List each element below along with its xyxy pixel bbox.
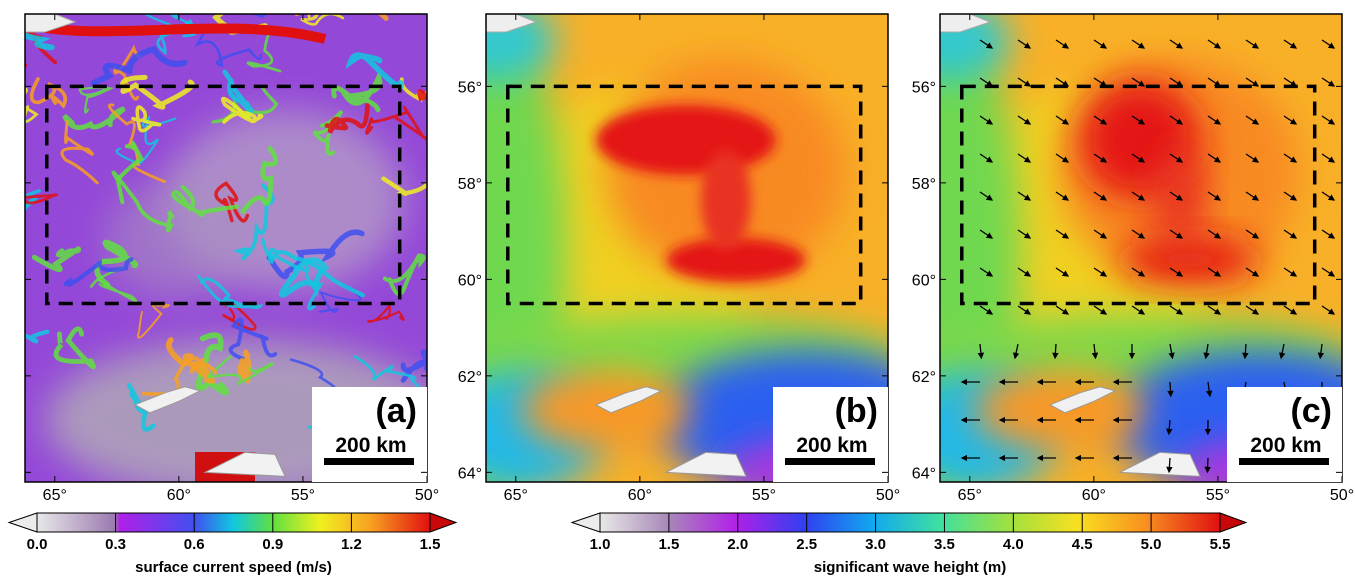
colorbar-tick-label: 3.0 [865,536,886,553]
colorbar-tick-label: 2.0 [727,536,748,553]
colorbar-tick-label: 0.0 [27,536,48,553]
colorbar-tick-label: 0.6 [184,536,205,553]
wave-direction-arrow [1207,458,1208,472]
lon-tick-label: 65° [958,487,982,504]
colorbar-tick-label: 5.0 [1141,536,1162,553]
colorbar-tick-label: 5.5 [1210,536,1231,553]
field-cyan [890,0,1010,80]
lat-tick-label: 64° [458,465,482,482]
lon-tick-label: 50° [415,487,439,504]
lat-tick-label: 64° [912,465,936,482]
map-panel: (b) 200 km 65° 60° 55° 50° 56° 58° 60° 62° 64° [426,0,956,504]
panel-label: (a) [375,392,417,430]
colorbar-extend-low [572,513,600,532]
lon-tick-label: 50° [876,487,900,504]
colorbar-tick-label: 1.2 [341,536,362,553]
scale-bar-label: 200 km [335,434,406,457]
field-red [701,150,751,250]
scale-bar [324,458,414,465]
scale-bar [1239,458,1329,465]
colorbar-tick-label: 1.5 [658,536,679,553]
current-filament [0,31,25,65]
colorbar: 1.0 1.5 2.0 2.5 3.0 3.5 4.0 4.5 5.0 5.5 significan… [572,513,1246,576]
field-red [596,105,776,175]
scale-bar-label: 200 km [1250,434,1321,457]
lon-tick-label: 60° [628,487,652,504]
colorbar-tick-label: 2.5 [796,536,817,553]
colorbar-ramp [600,513,1220,532]
lat-tick-label: 62° [912,369,936,386]
colorbar-tick-label: 3.5 [934,536,955,553]
lon-tick-label: 60° [1082,487,1106,504]
field-red [1155,150,1205,250]
colorbar-tick-label: 4.0 [1003,536,1024,553]
map-panel: (c) 200 km 65° 60° 55° 50° 56° 58° 60° 62° 64° [880,0,1355,504]
panel-label: (b) [835,392,878,430]
lat-tick-label: 58° [912,176,936,193]
lon-tick-label: 60° [167,487,191,504]
colorbar-extend-high [1220,513,1246,532]
current-filament [252,0,295,15]
colorbar-extend-low [9,513,37,532]
lon-tick-label: 50° [1330,487,1354,504]
wave-direction-arrow [1170,382,1171,396]
colorbar-ramp [37,513,430,532]
colorbar-tick-label: 0.9 [262,536,283,553]
scale-bar-label: 200 km [796,434,867,457]
lat-tick-label: 60° [458,272,482,289]
colorbar-title: surface current speed (m/s) [135,559,332,576]
lat-tick-label: 58° [458,176,482,193]
lon-tick-label: 65° [43,487,67,504]
colorbar-title: significant wave height (m) [814,559,1007,576]
colorbar-extend-high [430,513,456,532]
colorbar-tick-label: 1.0 [590,536,611,553]
colorbar-tick-label: 4.5 [1072,536,1093,553]
lat-tick-label: 60° [912,272,936,289]
lat-tick-label: 56° [458,79,482,96]
lat-tick-label: 56° [912,79,936,96]
panel-label: (c) [1290,392,1332,430]
lon-tick-label: 55° [752,487,776,504]
lon-tick-label: 55° [1206,487,1230,504]
colorbar-tick-label: 0.3 [105,536,126,553]
wave-direction-arrow [1169,458,1170,472]
colorbar-tick-label: 1.5 [420,536,441,553]
current-filament [0,107,25,137]
lon-tick-label: 65° [504,487,528,504]
colorbar: 0.0 0.3 0.6 0.9 1.2 1.5 surface current speed … [9,513,456,576]
scale-bar [785,458,875,465]
map-panel: (a) 200 km 65° 60° 55° 50° [0,0,497,504]
field-cyan [436,0,556,80]
lat-tick-label: 62° [458,369,482,386]
lon-tick-label: 55° [291,487,315,504]
